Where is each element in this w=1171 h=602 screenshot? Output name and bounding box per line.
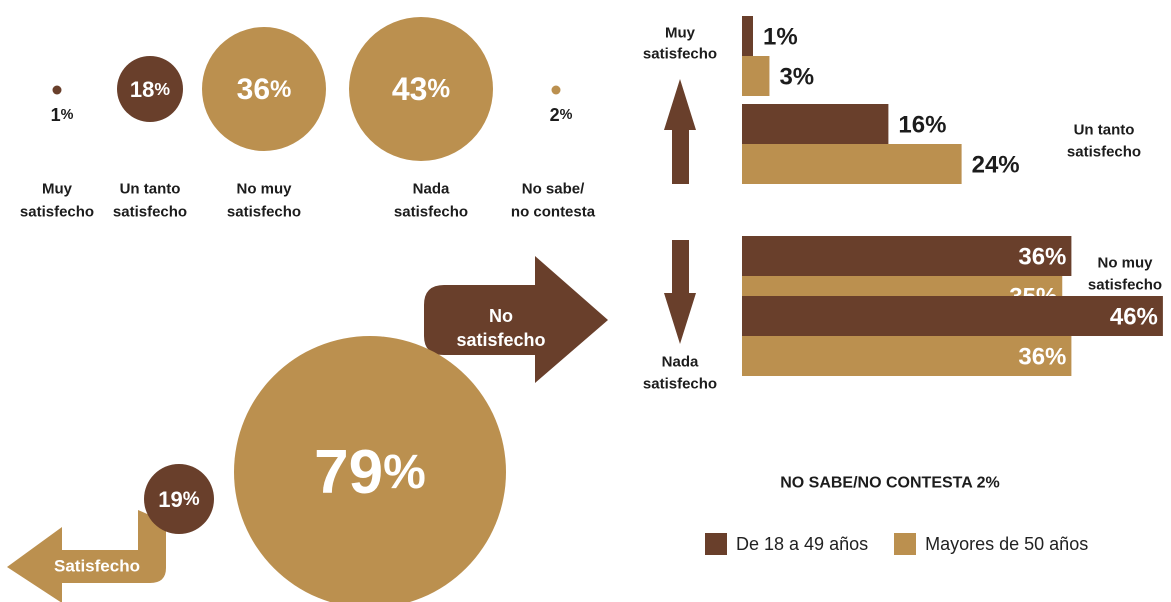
bar-1-series-1 (742, 16, 753, 56)
bar-label-nada-2: satisfecho (643, 376, 717, 393)
arrow-label-satisfied: Satisfecho (54, 557, 140, 576)
bar-value-2-series-2: 24% (972, 152, 1020, 179)
legend-item-2: Mayores de 50 años (894, 533, 1088, 555)
bubble-value-1: 1% (51, 105, 74, 125)
bar-1-series-2 (742, 56, 770, 96)
bar-value-1-series-1: 1% (763, 24, 798, 51)
bar-label-nomuy-1: No muy (1097, 255, 1153, 272)
circle-satisfied (144, 464, 214, 534)
down-arrow-icon (664, 240, 696, 344)
bar-value-4-series-2: 36% (1018, 344, 1066, 371)
legend: De 18 a 49 años Mayores de 50 años (705, 531, 1114, 557)
bar-4-series-1 (742, 296, 1163, 336)
bubble-1 (52, 85, 62, 95)
bubble-5 (551, 85, 561, 95)
bubble-value-3: 36% (237, 73, 292, 106)
bar-3-series-1 (742, 236, 1072, 276)
bubble-value-5: 2% (550, 105, 573, 125)
bar-label-untanto-1: Un tanto (1074, 122, 1135, 139)
value-not-satisfied: 79% (314, 438, 426, 507)
big-circle-not-satisfied (234, 336, 506, 602)
bubble-4 (349, 17, 493, 161)
bar-value-2-series-1: 16% (898, 112, 946, 139)
bar-value-1-series-2: 3% (779, 64, 814, 91)
arrow-label-not-satisfied-1: No (489, 306, 513, 326)
bar-label-muy-1: Muy (665, 25, 696, 42)
bar-value-3-series-1: 36% (1018, 244, 1066, 271)
bubble-label-5-line-1: No sabe/ (522, 181, 585, 198)
legend-swatch-1 (705, 533, 727, 555)
bubble-value-4: 43% (392, 71, 451, 107)
bubble-label-4-line-1: Nada (413, 181, 450, 198)
bubble-label-1-line-1: Muy (42, 181, 73, 198)
value-satisfied: 19% (158, 487, 199, 512)
bubble-3 (202, 27, 326, 151)
bubble-label-2-line-1: Un tanto (120, 181, 181, 198)
up-arrow-icon (664, 79, 696, 184)
bubble-2 (117, 56, 183, 122)
bubble-label-3-line-2: satisfecho (227, 204, 301, 221)
legend-item-1: De 18 a 49 años (705, 533, 868, 555)
not-satisfied-arrow (424, 256, 608, 383)
legend-label-1: De 18 a 49 años (736, 533, 869, 554)
bar-4-series-2 (742, 336, 1072, 376)
bar-label-nada-1: Nada (662, 354, 699, 371)
bar-label-nomuy-2: satisfecho (1088, 277, 1162, 294)
satisfied-arrow (7, 510, 166, 602)
legend-swatch-2 (894, 533, 917, 555)
bubble-value-2: 18% (130, 77, 170, 102)
bar-value-4-series-1: 46% (1110, 304, 1158, 331)
bubble-label-5-line-2: no contesta (511, 204, 596, 221)
bubble-label-3-line-1: No muy (236, 181, 292, 198)
note-no-sabe: NO SABE/NO CONTESTA 2% (780, 475, 1000, 492)
bar-label-untanto-2: satisfecho (1067, 144, 1141, 161)
bar-2-series-1 (742, 104, 889, 144)
bubble-label-1-line-2: satisfecho (20, 204, 94, 221)
legend-label-2: Mayores de 50 años (925, 533, 1089, 554)
bubble-label-2-line-2: satisfecho (113, 204, 187, 221)
arrow-label-not-satisfied-2: satisfecho (456, 330, 545, 350)
bar-label-muy-2: satisfecho (643, 46, 717, 63)
bar-2-series-2 (742, 144, 962, 184)
bubble-label-4-line-2: satisfecho (394, 204, 468, 221)
